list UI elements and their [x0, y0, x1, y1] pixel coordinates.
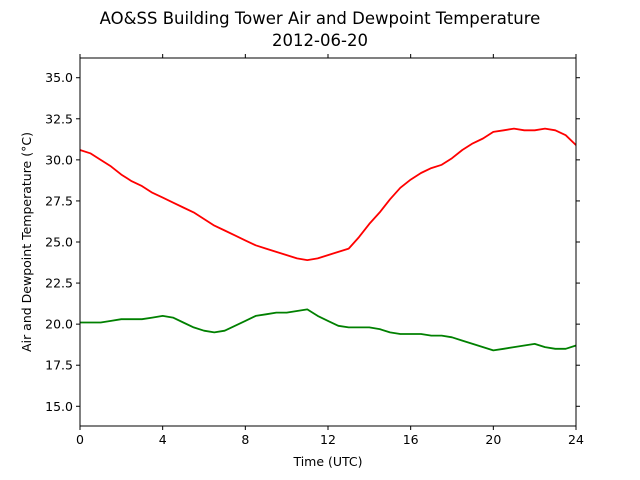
y-tick-label: 25.0: [45, 235, 73, 250]
series-line-1: [79, 127, 577, 261]
series-line-2: [80, 308, 577, 352]
y-tick-label: 35.0: [45, 70, 73, 85]
x-tick-label: 20: [485, 432, 501, 447]
x-tick-label: 16: [403, 432, 419, 447]
x-axis-label: Time (UTC): [292, 454, 362, 469]
y-tick-label: 17.5: [45, 358, 73, 373]
chart-title: AO&SS Building Tower Air and Dewpoint Te…: [100, 9, 541, 28]
x-tick-label: 8: [241, 432, 249, 447]
x-tick-label: 0: [76, 432, 84, 447]
x-tick-label: 24: [568, 432, 584, 447]
series-layer: [79, 127, 577, 352]
y-tick-label: 15.0: [45, 399, 73, 414]
y-axis-label: Air and Dewpoint Temperature (°C): [19, 132, 34, 352]
y-tick-label: 22.5: [45, 276, 73, 291]
y-tick-label: 27.5: [45, 193, 73, 208]
y-tick-label: 30.0: [45, 152, 73, 167]
plot-frame: [79, 57, 577, 427]
y-tick-label: 20.0: [45, 317, 73, 332]
y-tick-label: 32.5: [45, 111, 73, 126]
chart-subtitle: 2012-06-20: [272, 31, 368, 50]
ticks-layer: 0 4 8 12 16 20 24 15.0 17.5 20.0 22.5 25.0 27.5 30.0 3…: [45, 54, 584, 447]
x-tick-label: 12: [320, 432, 336, 447]
x-tick-label: 4: [159, 432, 167, 447]
